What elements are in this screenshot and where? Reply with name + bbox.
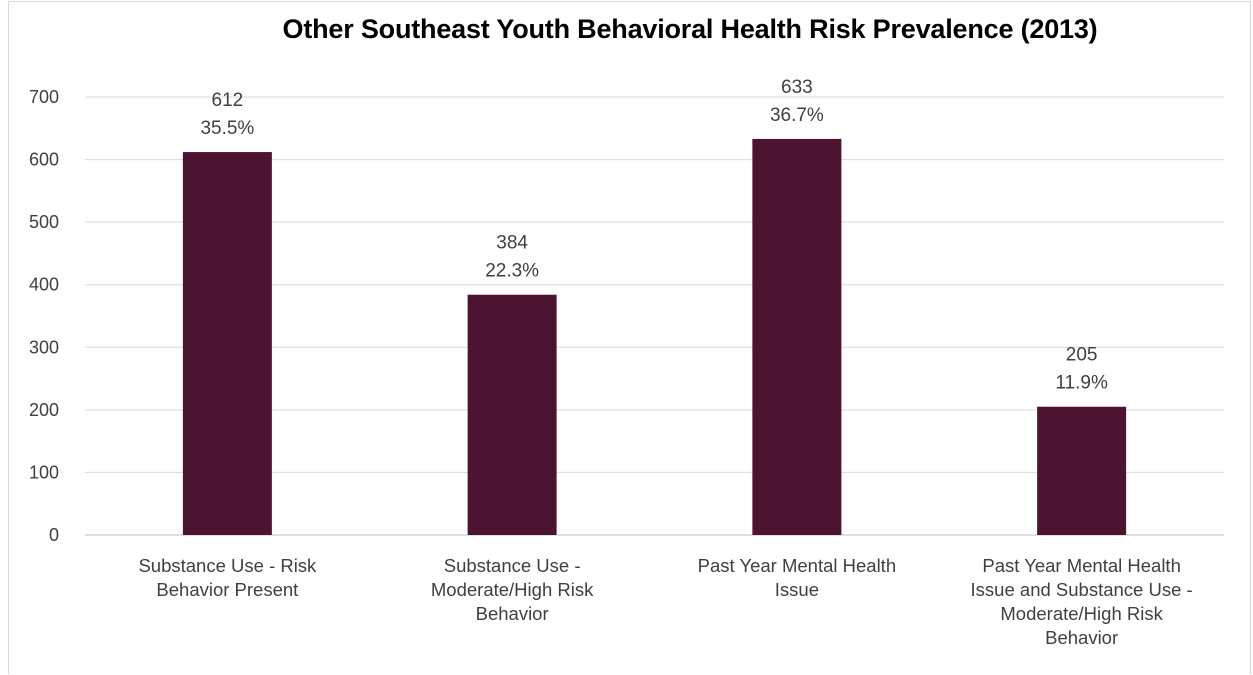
category-label-3: Past Year Mental Health Issue: [698, 555, 897, 600]
chart-title: Other Southeast Youth Behavioral Health …: [282, 14, 1098, 44]
y-tick-label-500: 500: [29, 212, 59, 232]
bar-4: [1037, 406, 1127, 535]
bar-value-label-3: 633: [781, 77, 813, 98]
y-tick-label-300: 300: [29, 337, 59, 357]
bar-percent-label-1: 35.5%: [200, 118, 254, 139]
bars: [182, 138, 1127, 535]
bar-percent-label-4: 11.9%: [1055, 373, 1108, 394]
y-axis-ticks: 0 100 200 300 400 500 600 700: [29, 87, 59, 545]
y-tick-label-0: 0: [49, 525, 59, 545]
bar-value-label-1: 612: [212, 90, 244, 111]
bar-value-label-2: 384: [496, 233, 528, 254]
data-labels: 612 35.5% 384 22.3% 633 36.7% 205 11.9%: [200, 77, 1108, 394]
y-tick-label-700: 700: [29, 87, 59, 107]
bar-2: [467, 294, 557, 535]
gridlines: [85, 96, 1224, 536]
category-label-1: Substance Use - Risk Behavior Present: [138, 555, 317, 600]
bar-value-label-4: 205: [1066, 345, 1098, 366]
bar-3: [752, 138, 842, 535]
bar-1: [182, 152, 272, 535]
y-tick-label-100: 100: [29, 462, 59, 482]
bar-percent-label-2: 22.3%: [485, 261, 539, 282]
x-axis-categories: Substance Use - Risk Behavior Present Subs…: [138, 555, 1192, 648]
y-tick-label-200: 200: [29, 400, 59, 420]
y-tick-label-400: 400: [29, 275, 59, 295]
bar-percent-label-3: 36.7%: [770, 105, 824, 126]
chart-frame: [8, 1, 1251, 674]
category-label-2: Substance Use -Moderate/High Risk Behavio…: [431, 555, 594, 624]
category-label-4: Past Year Mental Health Issue and Substan…: [971, 555, 1193, 648]
y-tick-label-600: 600: [29, 150, 59, 170]
